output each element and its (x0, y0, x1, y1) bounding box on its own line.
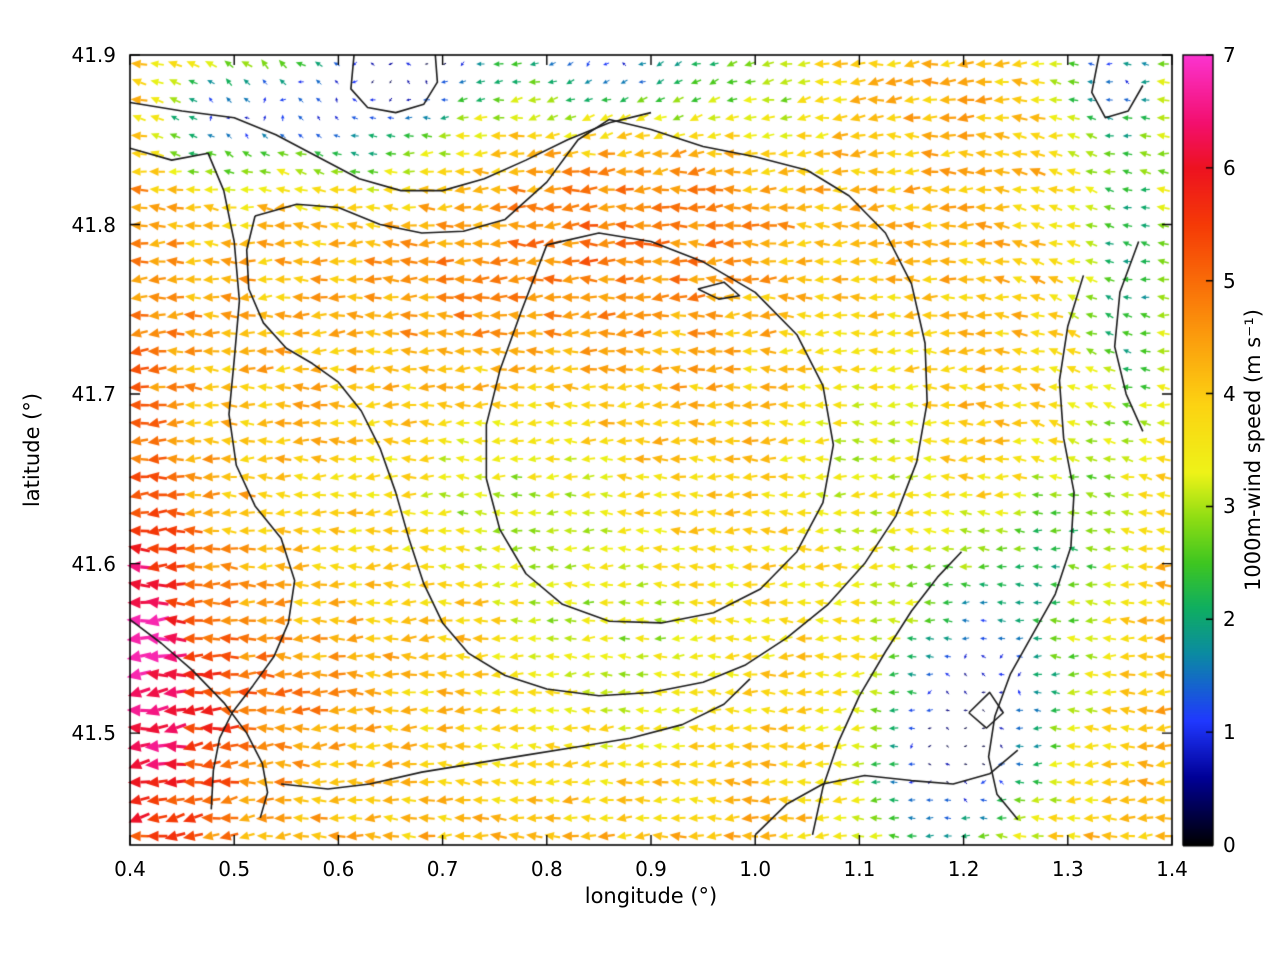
colorbar-tick-label: 2 (1223, 607, 1236, 632)
y-tick-label: 41.8 (71, 212, 116, 237)
colorbar-title: 1000m-wind speed (m s⁻¹) (1241, 309, 1265, 591)
x-tick-label: 0.9 (635, 857, 667, 881)
x-tick-label: 0.5 (218, 857, 251, 881)
x-tick-label: 0.7 (426, 857, 459, 881)
colorbar-tick-label: 6 (1223, 155, 1236, 180)
y-tick-label: 41.9 (71, 43, 116, 67)
x-tick-label: 0.4 (114, 857, 146, 881)
x-tick-label: 1.3 (1051, 857, 1084, 881)
y-axis-title: latitude (°) (20, 392, 44, 508)
x-tick-label: 1.2 (947, 857, 980, 881)
y-tick-label: 41.6 (71, 551, 116, 576)
colorbar-tick-label: 3 (1223, 494, 1236, 519)
y-tick-label: 41.5 (71, 721, 116, 746)
x-tick-label: 1.4 (1156, 857, 1188, 881)
x-tick-label: 1.1 (843, 857, 876, 881)
colorbar-tick-label: 7 (1223, 43, 1236, 67)
x-tick-label: 0.6 (322, 857, 355, 881)
x-tick-label: 1.0 (739, 857, 772, 881)
x-tick-label: 0.8 (530, 857, 563, 881)
colorbar-tick-label: 5 (1223, 268, 1236, 293)
colorbar-tick-label: 4 (1223, 381, 1236, 406)
y-tick-label: 41.7 (71, 382, 116, 407)
colorbar-tick-label: 1 (1223, 720, 1236, 745)
colorbar-tick-label: 0 (1223, 833, 1236, 857)
x-axis-title: longitude (°) (584, 884, 718, 908)
